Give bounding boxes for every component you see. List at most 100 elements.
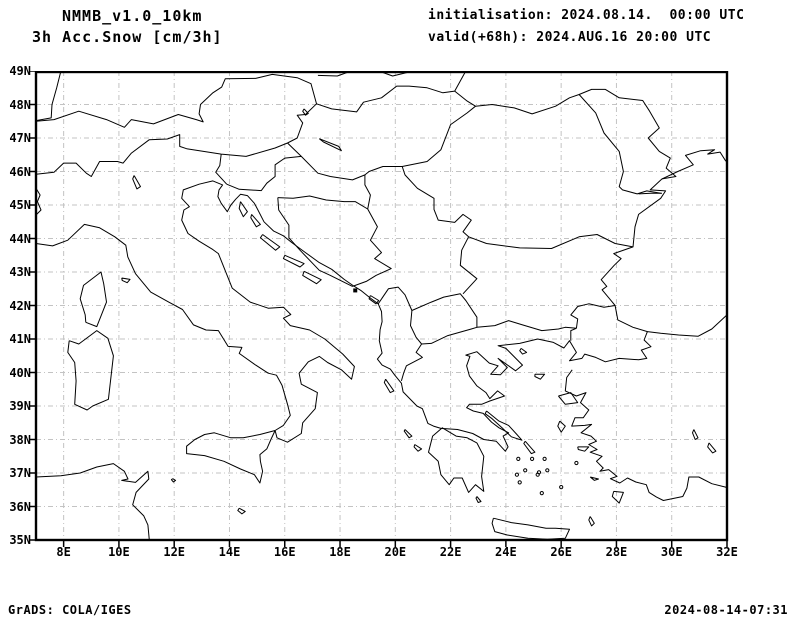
coastline-path <box>428 427 485 493</box>
coastline-path <box>186 430 276 484</box>
coastline-path <box>35 73 317 144</box>
lon-label-8E: 8E <box>56 545 71 559</box>
lat-label-38N: 38N <box>9 432 31 447</box>
coastline-path <box>35 188 42 216</box>
lon-label-24E: 24E <box>495 545 517 559</box>
coastline-path <box>287 105 476 181</box>
lon-label-28E: 28E <box>605 545 628 559</box>
lat-label-46N: 46N <box>9 164 31 179</box>
coastline-path <box>558 392 579 405</box>
islet-dot <box>517 480 522 485</box>
lat-label-45N: 45N <box>9 198 31 212</box>
product-title: 3h Acc.Snow [cm/3h] <box>32 28 223 46</box>
lon-label-14E: 14E <box>218 545 241 559</box>
coastline-path <box>368 295 380 305</box>
bay-mark <box>353 288 358 293</box>
lon-label-20E: 20E <box>384 545 407 559</box>
coastline-path <box>67 330 114 411</box>
coastline-path <box>302 270 322 285</box>
coastline-path <box>132 175 141 190</box>
coastline-path <box>121 277 131 284</box>
coastline-path <box>35 134 288 177</box>
coastline-path <box>484 410 523 441</box>
islet-dot <box>516 456 521 461</box>
lon-label-22E: 22E <box>439 545 462 559</box>
coastline-path <box>364 174 371 210</box>
grads-credit: GrADS: COLA/IGES <box>8 603 132 617</box>
coastline-path <box>237 507 246 515</box>
coastline-path <box>692 429 699 440</box>
coastline-path <box>577 446 590 452</box>
islet-dot <box>530 456 535 461</box>
coastline-path <box>377 286 413 311</box>
coastline-path <box>35 71 62 122</box>
coastline-path <box>352 208 392 287</box>
coastline-path <box>215 154 228 185</box>
map-frame <box>34 71 729 542</box>
coastline-path <box>403 429 413 439</box>
lon-label-26E: 26E <box>550 545 572 559</box>
coastline-path <box>534 373 546 380</box>
coastline-path <box>316 71 467 113</box>
lon-label-16E: 16E <box>273 545 296 559</box>
islet-dot <box>523 468 528 473</box>
coastline-path <box>277 195 368 210</box>
coastline-path <box>588 516 595 527</box>
coastline-path <box>589 476 599 481</box>
lat-label-40N: 40N <box>9 365 31 380</box>
coastline-path <box>578 94 661 195</box>
coastline-path <box>226 155 302 192</box>
lat-label-37N: 37N <box>9 466 31 480</box>
lat-label-48N: 48N <box>9 97 31 112</box>
lon-label-30E: 30E <box>660 545 683 559</box>
coastline-path <box>410 293 478 345</box>
coastline-path <box>282 254 305 268</box>
lat-label-39N: 39N <box>9 399 31 413</box>
coastline-path <box>35 180 728 452</box>
lon-label-32E: 32E <box>716 545 738 559</box>
islet-dot <box>542 456 547 461</box>
coastline-path <box>413 444 423 452</box>
coastline-path <box>401 166 478 295</box>
lat-label-41N: 41N <box>9 332 31 346</box>
coastline-path <box>318 138 342 152</box>
creation-timestamp: 2024-08-14-07:31 <box>664 603 788 617</box>
coastline-path <box>238 201 248 218</box>
coastline-path <box>707 442 717 454</box>
map-plot <box>26 71 735 549</box>
map-canvas <box>29 71 729 547</box>
coastline-path <box>302 108 309 116</box>
coastline-path <box>400 343 423 382</box>
lon-label-10E: 10E <box>108 545 130 559</box>
coastline-path <box>79 271 107 328</box>
coastline-path <box>600 149 728 333</box>
lat-label-43N: 43N <box>9 265 31 279</box>
coastline-path <box>170 478 177 483</box>
lat-label-47N: 47N <box>9 131 31 145</box>
coastline-path <box>611 490 624 504</box>
coastline-path <box>250 214 261 228</box>
lon-label-12E: 12E <box>163 545 186 559</box>
islet-dot <box>514 472 519 477</box>
coastline-path <box>491 517 570 540</box>
coastline-path <box>454 88 677 180</box>
lat-label-36N: 36N <box>9 499 31 514</box>
coastline-path <box>557 420 566 433</box>
coastline-path <box>468 234 634 249</box>
lat-label-44N: 44N <box>9 231 31 246</box>
valid-line: valid(+68h): 2024.AUG.16 20:00 UTC <box>428 30 712 45</box>
coastline-path <box>35 463 150 541</box>
lat-label-42N: 42N <box>9 298 31 313</box>
islet-dot <box>539 491 544 496</box>
coastline-path <box>476 320 577 332</box>
coastline-path <box>383 378 395 394</box>
coastline-path <box>259 234 281 251</box>
islet-dot <box>559 485 564 490</box>
model-title: NMMB_v1.0_10km <box>62 7 203 25</box>
coastline-path <box>570 303 616 329</box>
initialisation-line: initialisation: 2024.08.14. 00:00 UTC <box>428 8 745 23</box>
islet-dot <box>535 472 540 477</box>
coastline-path <box>277 197 353 287</box>
coastline-path <box>519 347 528 355</box>
